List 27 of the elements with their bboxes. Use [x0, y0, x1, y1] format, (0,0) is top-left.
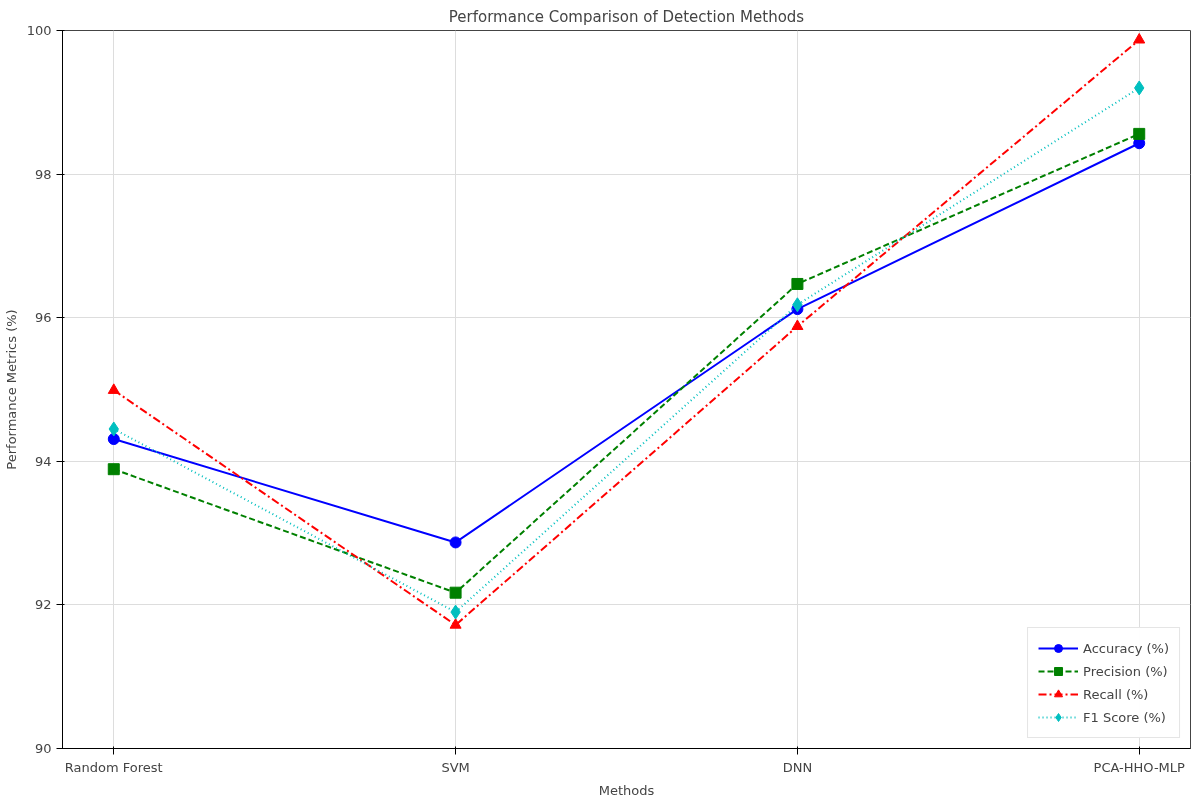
point	[107, 433, 120, 446]
x-tick-label: SVM	[441, 759, 470, 775]
x-tick-label: Random Forest	[64, 759, 163, 775]
y-axis-title: Performance Metrics (%)	[3, 309, 19, 470]
y-tick-label: 96	[34, 310, 52, 326]
y-tick-label: 94	[34, 453, 52, 469]
point	[791, 319, 804, 330]
y-tick-label: 100	[26, 23, 52, 38]
legend-label: Recall (%)	[1083, 686, 1149, 702]
point	[107, 383, 120, 394]
point	[1133, 32, 1146, 44]
x-tick-label: DNN	[782, 759, 813, 775]
legend-label: Accuracy (%)	[1083, 640, 1169, 656]
x-tick-label: PCA-HHO-MLP	[1093, 759, 1186, 775]
chart-title: Performance Comparison of Detection Methods	[448, 7, 805, 26]
legend-label: Precision (%)	[1083, 663, 1168, 679]
y-tick-label: 90	[34, 741, 52, 756]
legend-label: F1 Score (%)	[1083, 709, 1166, 725]
y-tick-label: 98	[34, 166, 52, 182]
point	[449, 536, 462, 549]
point	[449, 618, 462, 629]
y-tick-label: 92	[34, 597, 52, 613]
x-axis-title: Methods	[598, 782, 655, 798]
point	[1133, 127, 1146, 140]
point	[449, 586, 462, 599]
point	[107, 463, 120, 476]
point	[791, 277, 804, 290]
